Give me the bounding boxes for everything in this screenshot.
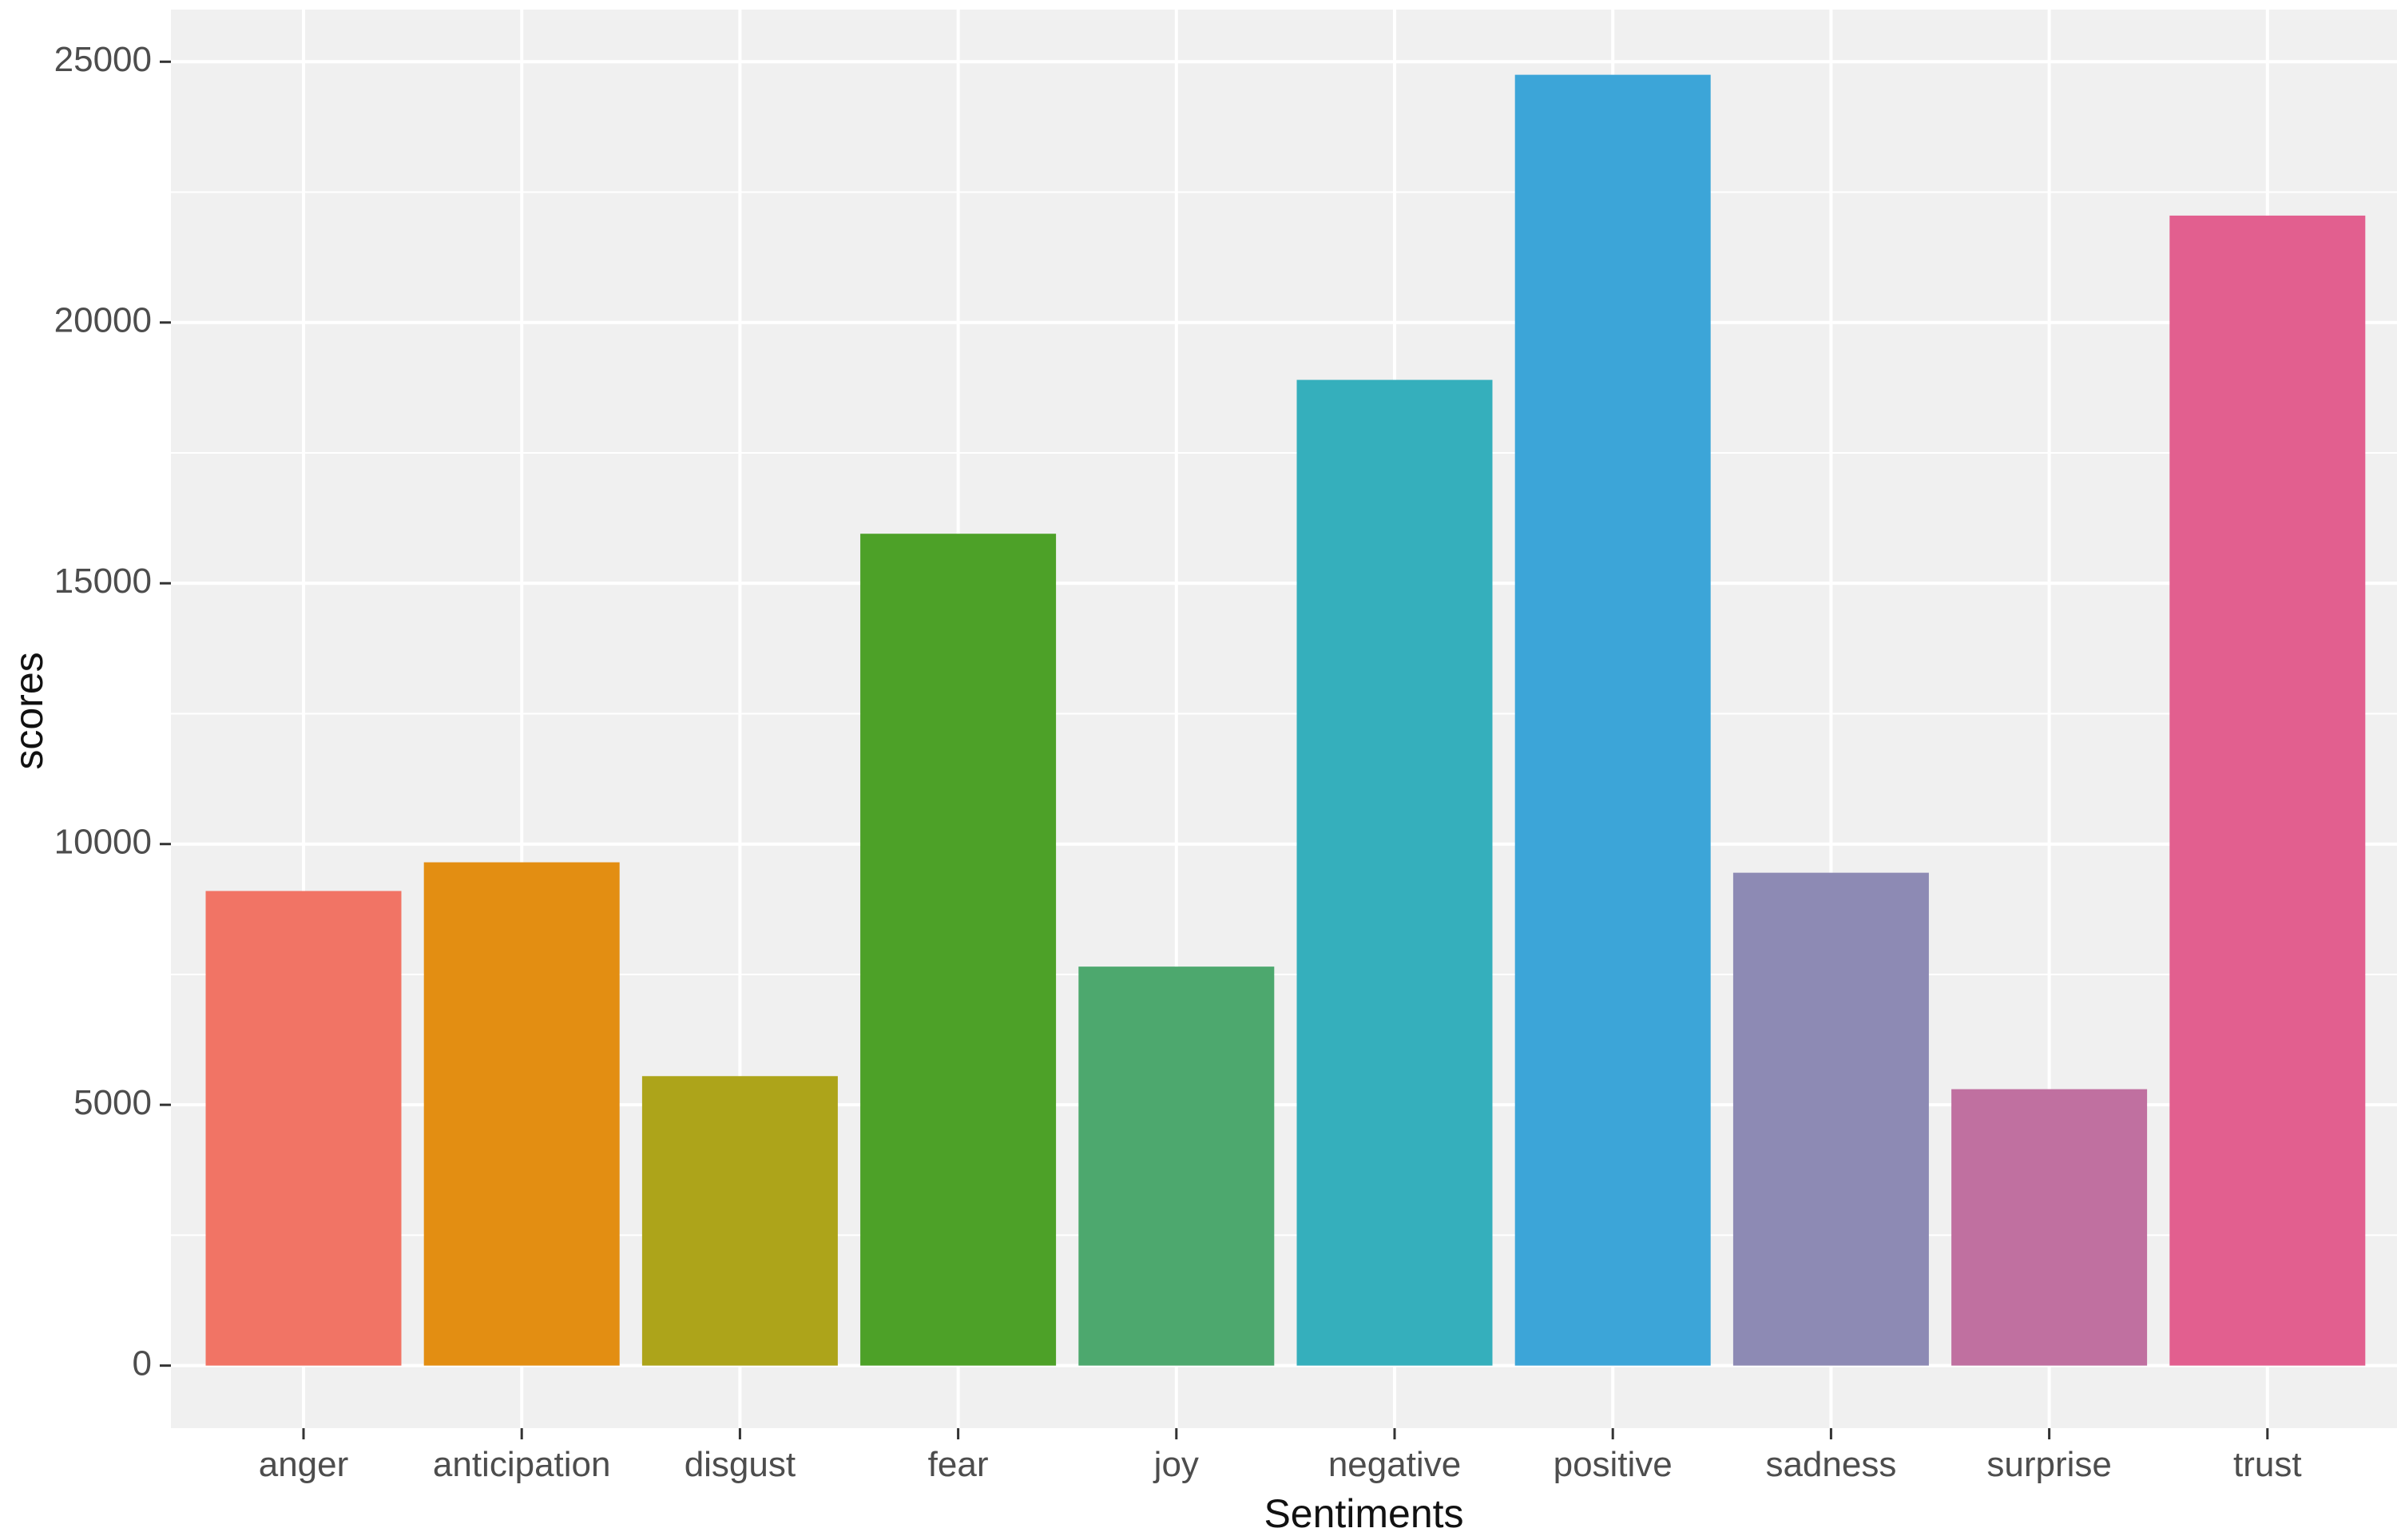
y-tick-label: 0 bbox=[133, 1344, 152, 1383]
x-tick-label-surprise: surprise bbox=[1986, 1445, 2112, 1484]
plot-area: 0 5000 10000 15000 20000 25000 anger anticipati… bbox=[54, 10, 2397, 1484]
x-tick-label-negative: negative bbox=[1328, 1445, 1461, 1484]
y-axis-title: scores bbox=[6, 652, 51, 769]
bar-joy bbox=[1078, 966, 1275, 1366]
bar-fear bbox=[860, 534, 1057, 1366]
y-tick-label: 20000 bbox=[54, 300, 152, 339]
x-tick-label-positive: positive bbox=[1554, 1445, 1673, 1484]
bar-surprise bbox=[1951, 1089, 2148, 1366]
y-tick-label: 15000 bbox=[54, 562, 152, 601]
bar-anticipation bbox=[423, 862, 620, 1366]
x-axis-title: Sentiments bbox=[1264, 1491, 1463, 1536]
x-tick-label-disgust: disgust bbox=[685, 1445, 796, 1484]
x-tick-label-fear: fear bbox=[928, 1445, 989, 1484]
x-tick-label-joy: joy bbox=[1153, 1445, 1199, 1484]
x-tick-label-sadness: sadness bbox=[1765, 1445, 1896, 1484]
y-tick-label: 5000 bbox=[73, 1083, 152, 1122]
bar-negative bbox=[1296, 379, 1493, 1366]
y-tick-label: 10000 bbox=[54, 822, 152, 861]
bar-sadness bbox=[1732, 872, 1929, 1366]
x-tick-label-trust: trust bbox=[2233, 1445, 2302, 1484]
bar-trust bbox=[2169, 215, 2366, 1366]
bar-positive bbox=[1514, 74, 1711, 1366]
x-tick-label-anger: anger bbox=[259, 1445, 349, 1484]
bar-disgust bbox=[641, 1076, 838, 1366]
x-tick-label-anticipation: anticipation bbox=[433, 1445, 611, 1484]
bar-anger bbox=[205, 891, 402, 1366]
y-tick-label: 25000 bbox=[54, 40, 152, 79]
